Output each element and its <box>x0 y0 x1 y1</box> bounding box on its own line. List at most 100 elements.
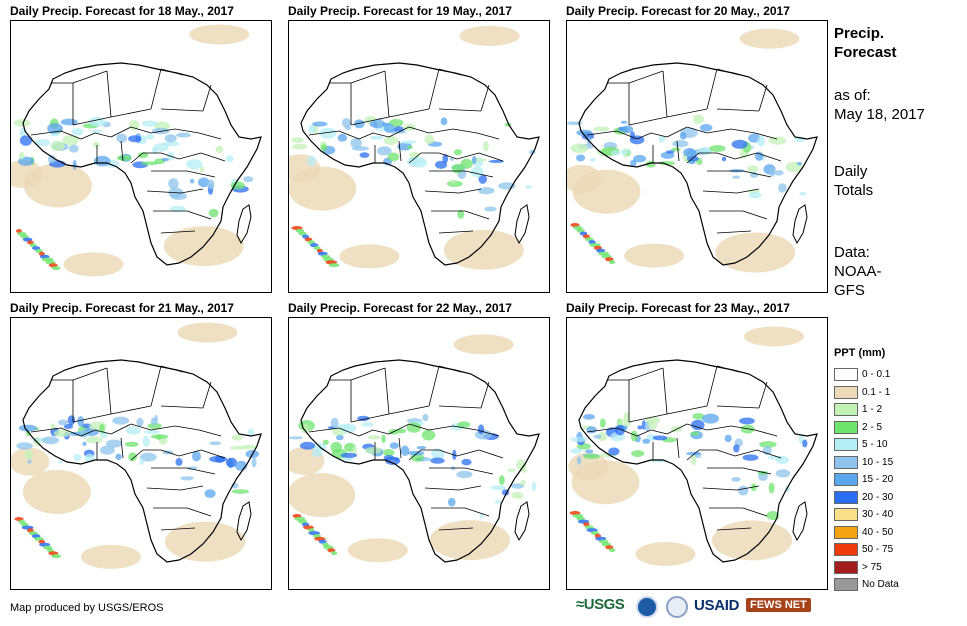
legend-label: No Data <box>862 579 899 590</box>
precip-area <box>376 117 383 129</box>
precip-area <box>383 136 399 145</box>
country-border <box>706 425 756 431</box>
precip-area <box>27 459 32 464</box>
country-border <box>636 429 668 437</box>
precip-area <box>359 152 370 158</box>
country-border <box>350 70 386 84</box>
precip-area <box>67 415 76 426</box>
precip-area <box>658 135 666 143</box>
country-border <box>388 126 430 138</box>
country-border <box>388 405 430 415</box>
precip-area <box>307 155 317 167</box>
precip-area <box>147 422 162 429</box>
precip-area <box>393 457 400 461</box>
country-border <box>308 130 360 140</box>
country-border <box>151 467 216 475</box>
precip-area <box>586 426 597 434</box>
country-border <box>398 140 402 162</box>
precip-area <box>353 119 365 129</box>
precip-area <box>799 191 807 196</box>
precip-area <box>615 424 625 436</box>
madagascar-outline <box>236 204 252 245</box>
country-border <box>151 170 216 178</box>
africa-coastline <box>300 62 540 266</box>
country-border <box>120 437 124 459</box>
precip-area <box>440 117 448 126</box>
precip-area <box>400 445 410 456</box>
country-border <box>716 365 740 373</box>
country-border <box>160 449 202 457</box>
precip-area <box>660 151 675 159</box>
legend-swatch <box>834 368 858 381</box>
precip-area <box>364 446 382 455</box>
precip-area <box>449 179 456 184</box>
precip-area <box>63 252 124 277</box>
precip-area <box>225 155 234 163</box>
as-of-value: May 18, 2017 <box>834 106 925 123</box>
precip-area <box>243 176 254 183</box>
forecast-map <box>288 317 550 590</box>
precip-area <box>170 192 188 200</box>
precip-area <box>128 135 142 143</box>
country-border <box>160 405 204 409</box>
country-border <box>662 70 668 118</box>
precip-area <box>381 434 386 444</box>
legend-label: 20 - 30 <box>862 491 894 503</box>
country-border <box>758 84 768 112</box>
precip-area <box>429 520 510 561</box>
country-border <box>480 84 490 112</box>
legend-label: 1 - 2 <box>862 404 883 415</box>
country-border <box>476 429 500 437</box>
precip-area <box>570 448 582 454</box>
precip-area <box>99 445 115 455</box>
precip-area <box>208 208 219 218</box>
country-border <box>150 128 200 134</box>
precip-area <box>690 454 697 466</box>
panel-title: Daily Precip. Forecast for 19 May., 2017 <box>288 4 512 18</box>
country-border <box>388 423 430 435</box>
precip-area <box>292 143 308 150</box>
country-border <box>358 429 390 437</box>
precip-area <box>383 454 395 461</box>
legend-swatch <box>834 560 858 574</box>
precip-area <box>180 476 194 481</box>
precip-area <box>22 469 91 514</box>
country-border <box>150 425 200 431</box>
legend-swatch <box>834 543 858 556</box>
country-border <box>72 70 108 84</box>
country-border <box>756 152 782 162</box>
precip-area <box>330 417 339 429</box>
precip-area <box>141 120 158 127</box>
precip-area <box>731 139 748 149</box>
precip-area <box>189 178 195 184</box>
precip-area <box>58 419 69 426</box>
precip-area <box>690 431 700 436</box>
country-border <box>628 413 668 423</box>
precip-area <box>744 326 805 347</box>
precip-area <box>507 468 516 473</box>
precip-area <box>139 458 144 465</box>
country-border <box>160 68 184 76</box>
forecast-map <box>10 317 272 590</box>
precip-area <box>624 243 685 268</box>
fews-net-logo: FEWS NET <box>746 598 811 612</box>
precip-area <box>84 453 95 463</box>
precip-area <box>567 164 602 193</box>
precip-area <box>142 435 150 447</box>
africa-map <box>11 322 262 569</box>
precip-area <box>116 133 128 143</box>
precip-area <box>330 551 338 556</box>
precip-area <box>291 137 304 144</box>
country-border <box>80 429 112 437</box>
precip-area <box>748 191 762 199</box>
precip-area <box>401 140 417 144</box>
precip-area <box>60 118 78 126</box>
country-border <box>350 413 390 423</box>
country-border <box>72 367 108 381</box>
country-border <box>130 449 161 461</box>
panel-title: Daily Precip. Forecast for 22 May., 2017 <box>288 301 512 315</box>
legend-label: 30 - 40 <box>862 509 894 520</box>
country-border <box>120 140 124 162</box>
panel-title: Daily Precip. Forecast for 18 May., 2017 <box>10 4 234 18</box>
daily-line: Daily <box>834 163 868 180</box>
